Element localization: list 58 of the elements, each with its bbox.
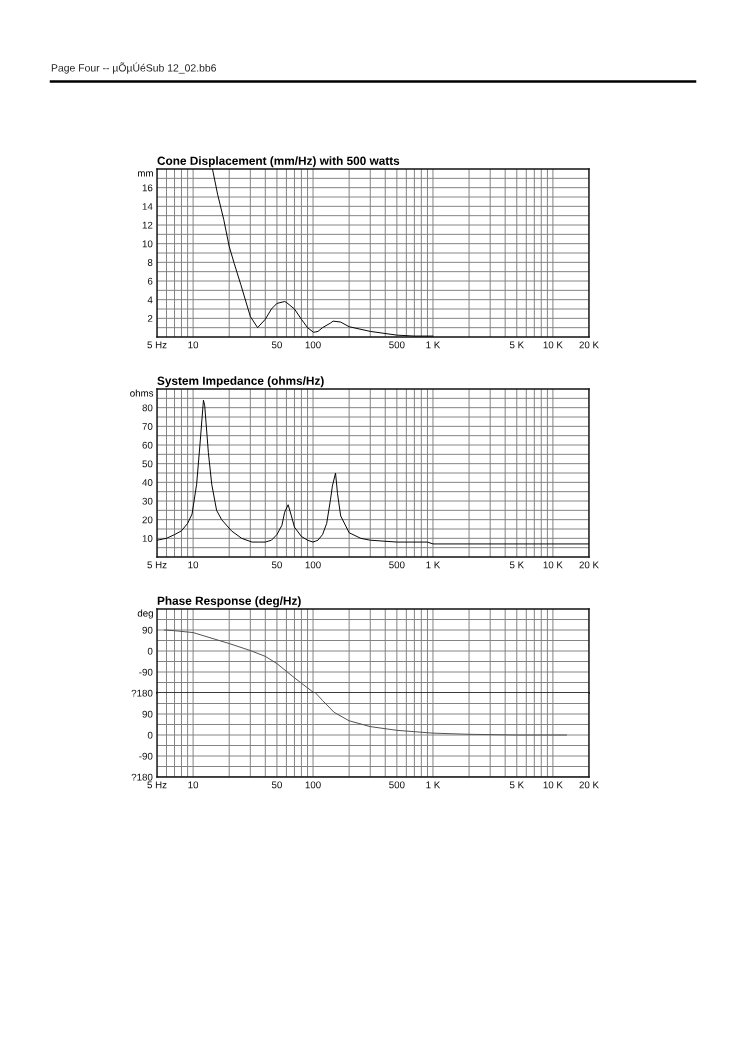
x-tick-label: 10	[188, 561, 199, 569]
x-tick-label: 10 K	[543, 781, 563, 789]
y-tick-label: 16	[142, 184, 153, 192]
chart-title: System Impedance (ohms/Hz)	[157, 376, 324, 388]
x-tick-label: 20 K	[579, 781, 599, 789]
x-tick-label: 50	[271, 781, 282, 789]
x-tick-label: 100	[305, 561, 321, 569]
x-tick-label: 1 K	[426, 341, 441, 349]
y-tick-label: 90	[142, 626, 153, 634]
y-tick-label: 2	[147, 315, 153, 322]
x-tick-label: 100	[305, 341, 321, 349]
x-tick-label: 10	[188, 341, 199, 349]
y-tick-label: 12	[142, 221, 153, 229]
y-tick-label: 6	[147, 277, 153, 285]
y-tick-label: ?180	[131, 773, 153, 781]
y-tick-label: 50	[142, 460, 153, 468]
y-tick-label: 70	[142, 423, 153, 430]
x-tick-label: 5 K	[509, 341, 524, 349]
y-tick-label: 8	[147, 259, 153, 266]
x-tick-label: 10 K	[543, 561, 563, 569]
y-tick-label: 90	[142, 710, 153, 718]
y-tick-label: 20	[142, 516, 153, 524]
y-tick-label: 80	[142, 404, 153, 412]
y-tick-label: 40	[142, 479, 153, 486]
x-tick-label: 5 K	[509, 561, 524, 569]
y-axis-title: mm	[137, 171, 153, 177]
y-tick-label: -90	[139, 752, 153, 760]
y-tick-label: 4	[147, 296, 153, 304]
x-tick-label: 500	[389, 561, 405, 569]
y-tick-label: 0	[147, 731, 153, 739]
y-axis-title: deg	[137, 609, 153, 619]
x-tick-label: 10 K	[543, 341, 563, 349]
x-tick-label: 10	[188, 781, 199, 789]
x-tick-label: 5 Hz	[147, 341, 167, 349]
x-tick-label: 1 K	[426, 781, 441, 789]
text: Page Four -- µÕµÚéSub 12_02.bb6	[51, 62, 216, 74]
x-tick-label: 5 Hz	[147, 781, 167, 789]
y-tick-label: -90	[139, 668, 153, 676]
x-tick-label: 20 K	[579, 341, 599, 349]
x-tick-label: 1 K	[426, 561, 441, 569]
chart-title: Cone Displacement (mm/Hz) with 500 watts	[157, 156, 400, 168]
x-tick-label: 50	[271, 341, 282, 349]
x-tick-label: 500	[389, 341, 405, 349]
x-tick-label: 5 Hz	[147, 561, 167, 569]
y-tick-label: 14	[142, 203, 153, 210]
chart-title: Phase Response (deg/Hz)	[157, 596, 301, 608]
y-tick-label: 30	[142, 497, 153, 505]
y-tick-label: 0	[147, 647, 153, 655]
y-tick-label: 10	[142, 535, 153, 542]
y-tick-label: 10	[142, 240, 153, 248]
x-tick-label: 50	[271, 561, 282, 569]
x-tick-label: 100	[305, 781, 321, 789]
y-axis-title: ohms	[130, 389, 154, 397]
y-tick-label: ?180	[131, 689, 153, 697]
x-tick-label: 500	[389, 781, 405, 789]
y-tick-label: 60	[142, 441, 153, 449]
x-tick-label: 20 K	[579, 561, 599, 569]
x-tick-label: 5 K	[509, 781, 524, 789]
